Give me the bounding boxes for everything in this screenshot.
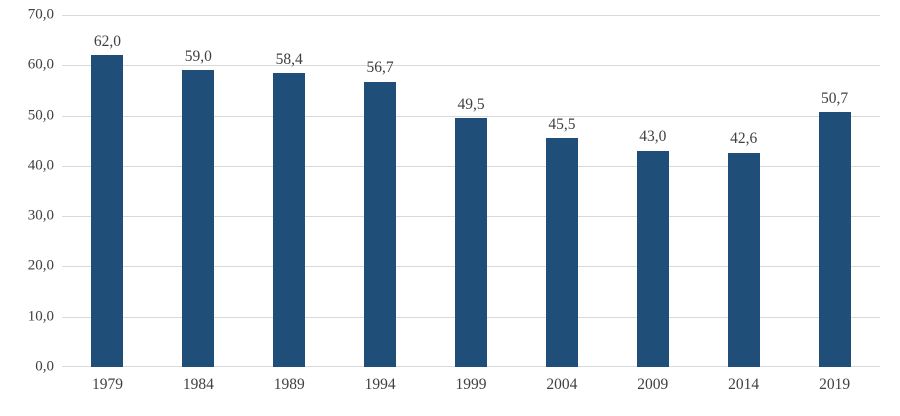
bar-group: 49,5 1999 xyxy=(426,15,517,392)
y-tick-label: 70,0 xyxy=(27,6,54,23)
bar xyxy=(273,73,306,367)
bar-value-label: 59,0 xyxy=(184,47,212,65)
x-tick-label: 1979 xyxy=(91,376,123,393)
bar-value-label: 43,0 xyxy=(639,128,667,146)
bar xyxy=(727,152,760,367)
x-tick-label: 2014 xyxy=(728,376,760,393)
bar-group: 62,0 1979 xyxy=(62,15,153,392)
plot-area: 62,0 1979 59,0 1984 58,4 1989 56,7 1994 49,5 1999… xyxy=(62,15,880,392)
y-tick-label: 40,0 xyxy=(27,157,54,174)
bar-group: 50,7 2019 xyxy=(789,15,880,392)
y-tick-label: 60,0 xyxy=(27,56,54,73)
bar-value-label: 56,7 xyxy=(366,59,394,77)
x-tick-label: 1999 xyxy=(455,376,487,393)
y-axis: 0,0 10,0 20,0 30,0 40,0 50,0 60,0 70,0 xyxy=(0,7,54,374)
y-tick-label: 10,0 xyxy=(27,308,54,325)
y-tick-label: 0,0 xyxy=(35,358,54,375)
x-tick-label: 1989 xyxy=(273,376,305,393)
y-tick-label: 30,0 xyxy=(27,207,54,224)
bar-group: 42,6 2014 xyxy=(698,15,789,392)
bar-value-label: 62,0 xyxy=(93,32,121,50)
bar xyxy=(545,138,578,367)
bar-value-label: 49,5 xyxy=(457,95,485,113)
x-tick-label: 2004 xyxy=(546,376,578,393)
bar-group: 45,5 2004 xyxy=(516,15,607,392)
bar-value-label: 45,5 xyxy=(548,115,576,133)
x-tick-label: 2009 xyxy=(637,376,669,393)
bar xyxy=(818,112,851,367)
x-tick-label: 1984 xyxy=(182,376,214,393)
gridline xyxy=(62,115,880,117)
bar-group: 56,7 1994 xyxy=(335,15,426,392)
bar-value-label: 58,4 xyxy=(275,50,303,68)
bars-container: 62,0 1979 59,0 1984 58,4 1989 56,7 1994 49,5 1999… xyxy=(62,15,880,392)
gridline xyxy=(62,15,880,16)
y-tick-label: 20,0 xyxy=(27,257,54,274)
bar-group: 43,0 2009 xyxy=(607,15,698,392)
bar xyxy=(182,70,215,367)
x-tick-label: 2019 xyxy=(819,376,851,393)
bar-group: 59,0 1984 xyxy=(153,15,244,392)
bar-group: 58,4 1989 xyxy=(244,15,335,392)
bar xyxy=(91,55,124,367)
bar-value-label: 50,7 xyxy=(821,89,849,107)
bar xyxy=(636,150,669,367)
x-tick-label: 1994 xyxy=(364,376,396,393)
bar xyxy=(364,81,397,367)
bar xyxy=(455,118,487,367)
gridline xyxy=(62,65,880,67)
bar-value-label: 42,6 xyxy=(730,130,758,148)
y-tick-label: 50,0 xyxy=(27,107,54,124)
